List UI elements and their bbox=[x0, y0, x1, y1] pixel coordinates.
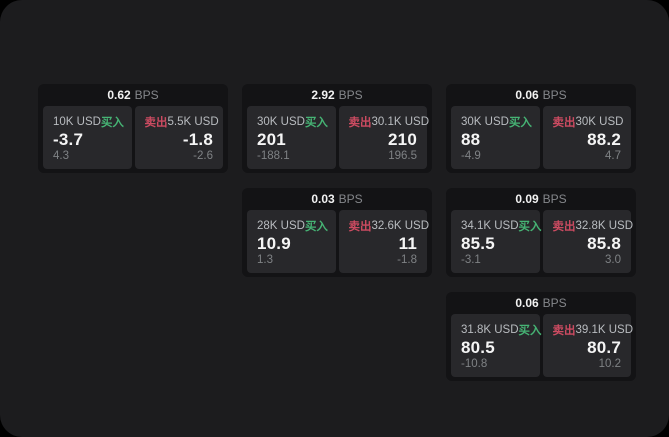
quote-card: 0.06 BPS 31.8K USD 买入 80.5 -10.8 卖出 39.1… bbox=[446, 292, 636, 381]
buy-delta: -10.8 bbox=[461, 358, 488, 370]
bps-unit-label: BPS bbox=[134, 88, 159, 102]
sell-delta: 4.7 bbox=[605, 150, 621, 162]
buy-delta: -4.9 bbox=[461, 150, 481, 162]
buy-delta: -188.1 bbox=[257, 150, 290, 162]
buy-amount: 31.8K USD bbox=[461, 324, 519, 336]
bps-value: 0.06 bbox=[515, 88, 539, 102]
bps-value: 0.03 bbox=[311, 192, 335, 206]
card-header: 0.06 BPS bbox=[446, 84, 636, 106]
bps-unit-label: BPS bbox=[542, 192, 567, 206]
quote-card: 0.06 BPS 30K USD 买入 88 -4.9 卖出 30K USD bbox=[446, 84, 636, 173]
bps-unit-label: BPS bbox=[338, 192, 363, 206]
bps-value: 0.09 bbox=[515, 192, 539, 206]
buy-price: 80.5 bbox=[461, 338, 495, 357]
buy-price: 88 bbox=[461, 130, 481, 149]
quote-card: 0.62 BPS 10K USD 买入 -3.7 4.3 卖出 5.5K USD bbox=[38, 84, 228, 173]
buy-price: 85.5 bbox=[461, 234, 495, 253]
sell-side-label: 卖出 bbox=[552, 221, 576, 233]
bps-value: 2.92 bbox=[311, 88, 335, 102]
card-header: 0.03 BPS bbox=[242, 188, 432, 210]
buy-delta: 1.3 bbox=[257, 254, 273, 266]
sell-price: 11 bbox=[398, 234, 417, 253]
sell-panel[interactable]: 卖出 30K USD 88.2 4.7 bbox=[542, 106, 631, 169]
buy-side-label: 买入 bbox=[518, 325, 542, 337]
quote-card: 0.09 BPS 34.1K USD 买入 85.5 -3.1 卖出 32.8K… bbox=[446, 188, 636, 277]
buy-amount: 10K USD bbox=[53, 116, 101, 128]
sell-amount: 32.6K USD bbox=[371, 220, 430, 232]
buy-amount: 28K USD bbox=[257, 220, 305, 232]
sell-delta: -2.6 bbox=[193, 150, 213, 162]
sell-price: 88.2 bbox=[587, 130, 621, 149]
card-header: 0.06 BPS bbox=[446, 292, 636, 314]
sell-amount: 32.8K USD bbox=[575, 220, 634, 232]
buy-panel[interactable]: 34.1K USD 买入 85.5 -3.1 bbox=[451, 210, 542, 273]
card-header: 0.09 BPS bbox=[446, 188, 636, 210]
sell-amount: 39.1K USD bbox=[575, 324, 634, 336]
sell-side-label: 卖出 bbox=[348, 221, 372, 233]
buy-side-label: 买入 bbox=[304, 221, 328, 233]
sell-price: 80.7 bbox=[587, 338, 621, 357]
buy-side-label: 买入 bbox=[518, 221, 542, 233]
sell-panel[interactable]: 卖出 30.1K USD 210 196.5 bbox=[338, 106, 430, 169]
quote-board: 0.62 BPS 10K USD 买入 -3.7 4.3 卖出 5.5K USD bbox=[38, 84, 636, 381]
sell-amount: 30K USD bbox=[575, 116, 624, 128]
panels: 30K USD 买入 88 -4.9 卖出 30K USD 88.2 4.7 bbox=[446, 106, 636, 174]
sell-side-label: 卖出 bbox=[552, 117, 576, 129]
sell-delta: 10.2 bbox=[598, 358, 621, 370]
buy-panel[interactable]: 10K USD 买入 -3.7 4.3 bbox=[43, 106, 132, 169]
buy-amount: 34.1K USD bbox=[461, 220, 519, 232]
buy-amount: 30K USD bbox=[257, 116, 305, 128]
sell-amount: 5.5K USD bbox=[167, 116, 219, 128]
buy-side-label: 买入 bbox=[304, 117, 328, 129]
sell-delta: 3.0 bbox=[605, 254, 621, 266]
panels: 28K USD 买入 10.9 1.3 卖出 32.6K USD 11 -1.8 bbox=[242, 210, 432, 278]
panels: 30K USD 买入 201 -188.1 卖出 30.1K USD 210 1… bbox=[242, 106, 432, 174]
sell-price: 85.8 bbox=[587, 234, 621, 253]
sell-panel[interactable]: 卖出 5.5K USD -1.8 -2.6 bbox=[134, 106, 223, 169]
bps-value: 0.06 bbox=[515, 296, 539, 310]
sell-price: 210 bbox=[388, 130, 417, 149]
buy-price: -3.7 bbox=[53, 130, 84, 149]
buy-panel[interactable]: 30K USD 买入 201 -188.1 bbox=[247, 106, 336, 169]
sell-price: -1.8 bbox=[182, 130, 213, 149]
buy-price: 201 bbox=[257, 130, 286, 149]
quote-card: 2.92 BPS 30K USD 买入 201 -188.1 卖出 30.1K … bbox=[242, 84, 432, 173]
sell-delta: 196.5 bbox=[388, 150, 417, 162]
bps-unit-label: BPS bbox=[338, 88, 363, 102]
sell-panel[interactable]: 卖出 39.1K USD 80.7 10.2 bbox=[542, 314, 634, 377]
buy-panel[interactable]: 30K USD 买入 88 -4.9 bbox=[451, 106, 540, 169]
buy-amount: 30K USD bbox=[461, 116, 509, 128]
panels: 10K USD 买入 -3.7 4.3 卖出 5.5K USD -1.8 -2.… bbox=[38, 106, 228, 174]
bps-unit-label: BPS bbox=[542, 296, 567, 310]
buy-delta: -3.1 bbox=[461, 254, 481, 266]
panels: 31.8K USD 买入 80.5 -10.8 卖出 39.1K USD 80.… bbox=[446, 314, 636, 382]
sell-side-label: 卖出 bbox=[552, 325, 576, 337]
buy-side-label: 买入 bbox=[100, 117, 124, 129]
buy-price: 10.9 bbox=[257, 234, 291, 253]
card-header: 2.92 BPS bbox=[242, 84, 432, 106]
buy-panel[interactable]: 28K USD 买入 10.9 1.3 bbox=[247, 210, 336, 273]
buy-side-label: 买入 bbox=[508, 117, 532, 129]
buy-panel[interactable]: 31.8K USD 买入 80.5 -10.8 bbox=[451, 314, 542, 377]
quote-card: 0.03 BPS 28K USD 买入 10.9 1.3 卖出 32.6K US… bbox=[242, 188, 432, 277]
bps-value: 0.62 bbox=[107, 88, 131, 102]
sell-panel[interactable]: 卖出 32.8K USD 85.8 3.0 bbox=[542, 210, 634, 273]
sell-panel[interactable]: 卖出 32.6K USD 11 -1.8 bbox=[338, 210, 430, 273]
sell-side-label: 卖出 bbox=[348, 117, 372, 129]
sell-delta: -1.8 bbox=[397, 254, 417, 266]
card-header: 0.62 BPS bbox=[38, 84, 228, 106]
sell-side-label: 卖出 bbox=[144, 117, 168, 129]
panels: 34.1K USD 买入 85.5 -3.1 卖出 32.8K USD 85.8… bbox=[446, 210, 636, 278]
bps-unit-label: BPS bbox=[542, 88, 567, 102]
sell-amount: 30.1K USD bbox=[371, 116, 430, 128]
buy-delta: 4.3 bbox=[53, 150, 69, 162]
